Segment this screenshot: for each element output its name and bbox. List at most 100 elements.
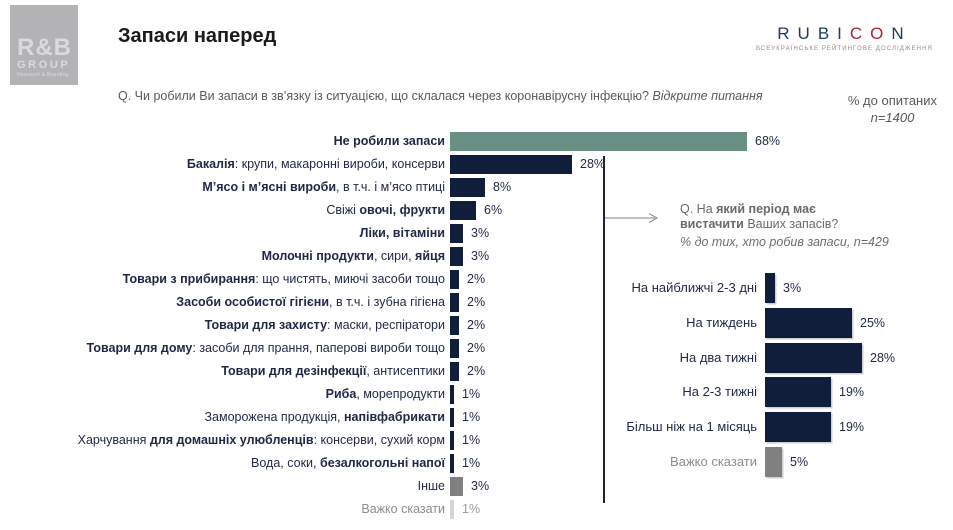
text-segment: , антисептики (366, 364, 445, 378)
text-segment: , в т.ч. і м’ясо птиці (336, 180, 445, 194)
bar-value: 25% (860, 316, 886, 330)
text-segment: Товари з прибирання (122, 272, 256, 286)
bar-label: На тиждень (600, 308, 757, 338)
bar (450, 270, 459, 289)
text-segment: Ваших запасів? (743, 217, 839, 231)
sub-sample-info: % до тих, хто робив запаси, n=429 (680, 235, 889, 249)
bar (450, 477, 463, 496)
text-segment: Свіжі (326, 203, 360, 217)
bar-label: Товари з прибирання: що чистять, миючі з… (45, 269, 445, 290)
rubicon-letter: I (837, 24, 850, 43)
text-segment: який період має (716, 202, 816, 216)
bar (450, 132, 747, 151)
bar (450, 408, 454, 427)
text-segment: Важко сказати (670, 454, 757, 469)
bar-value: 5% (790, 455, 809, 469)
text-segment: Ліки, вітаміни (359, 226, 445, 240)
bar-label: Заморожена продукція, напівфабрикати (45, 407, 445, 428)
text-segment: М’ясо і м’ясні вироби (202, 180, 337, 194)
bar-value: 2% (467, 341, 486, 355)
bar-label: Важко сказати (600, 447, 757, 477)
bar-row: На найближчі 2-3 дні 3% (600, 273, 953, 303)
sample-info: % до опитаних n=1400 (848, 92, 937, 126)
main-question-note: Відкрите питання (652, 89, 763, 103)
bar-value: 3% (471, 249, 490, 263)
bar-label: Товари для дому: засоби для прання, папе… (45, 338, 445, 359)
text-segment: На два тижні (679, 350, 757, 365)
arrow-icon (605, 213, 659, 223)
sample-info-base: % до опитаних (847, 93, 937, 108)
bar-value: 3% (783, 281, 802, 295)
bar-label: На два тижні (600, 343, 757, 373)
bar (450, 431, 454, 450)
bar-row: На тиждень 25% (600, 308, 953, 338)
bar-value: 19% (839, 420, 865, 434)
text-segment: : крупи, макаронні вироби, консерви (234, 157, 445, 171)
rb-group-logo: R&B GROUP Research & Branding (10, 5, 78, 85)
bar-row: Важко сказати 1% (45, 499, 905, 520)
bar-row: Ліки, вітаміни 3% (45, 223, 905, 244)
bar-value: 3% (471, 479, 490, 493)
bar-row: Товари для захисту: маски, респіратори 2% (45, 315, 905, 336)
text-segment: напівфабрикати (344, 410, 445, 424)
text-segment: На тиждень (686, 315, 757, 330)
bar-row: Не робили запаси 68% (45, 131, 905, 152)
sub-question-line1: Q. На який період має (680, 202, 838, 217)
bar-value: 68% (755, 134, 781, 148)
bar (765, 273, 775, 303)
bar-value: 1% (462, 456, 481, 470)
bar-label: Засоби особистої гігієни, в т.ч. і зубна… (45, 292, 445, 313)
bar (450, 362, 459, 381)
bar-row: Харчування для домашніх улюбленців: конс… (45, 430, 905, 451)
bar (765, 377, 831, 407)
bar-row: Важко сказати 5% (600, 447, 953, 477)
rubicon-letter: C (849, 24, 871, 43)
bar-value: 1% (462, 502, 481, 516)
bar-row: Товари для дому: засоби для прання, папе… (45, 338, 905, 359)
bar (765, 343, 862, 373)
bar-value: 19% (839, 385, 865, 399)
rubicon-letter: U (797, 24, 818, 43)
bar (450, 155, 572, 174)
bar-row: Риба, морепродукти 1% (45, 384, 905, 405)
bar-value: 28% (870, 351, 896, 365)
bar-row: Бакалія: крупи, макаронні вироби, консер… (45, 154, 905, 175)
bar-label: Молочні продукти, сири, яйця (45, 246, 445, 267)
divider-line (603, 156, 605, 503)
bar (450, 224, 463, 243)
text-segment: Засоби особистої гігієни (176, 295, 330, 309)
text-segment: На 2-3 тижні (682, 384, 757, 399)
bar (450, 247, 463, 266)
text-segment: Не робили запаси (333, 134, 445, 148)
bar-value: 1% (462, 387, 481, 401)
text-segment: Молочні продукти (261, 249, 374, 263)
bar-label: Інше (45, 476, 445, 497)
logo-group-text: GROUP (17, 59, 71, 71)
text-segment: Товари для дезінфекції (221, 364, 367, 378)
sub-question-line2: вистачити Ваших запасів? (680, 217, 838, 232)
bar (450, 500, 454, 519)
rubicon-letter: N (891, 24, 912, 43)
bar (450, 339, 459, 358)
text-segment: безалкогольні напої (319, 456, 445, 470)
rubicon-logo: RUBICON ВСЕУКРАЇНСЬКЕ РЕЙТИНГОВЕ ДОСЛІДЖ… (756, 24, 933, 52)
bar-row: Товари з прибирання: що чистять, миючі з… (45, 269, 905, 290)
page-title: Запаси наперед (118, 25, 277, 47)
sub-chart: На найближчі 2-3 дні 3% На тиждень 25% На дв… (600, 273, 953, 488)
text-segment: : що чистять, миючі засоби тощо (255, 272, 445, 286)
bar (450, 385, 454, 404)
logo-subtext: Research & Branding (17, 72, 69, 78)
text-segment: для домашніх улюбленців (149, 433, 314, 447)
bar-label: М’ясо і м’ясні вироби, в т.ч. і м’ясо пт… (45, 177, 445, 198)
bar-label: На найближчі 2-3 дні (600, 273, 758, 303)
bar-label: Товари для дезінфекції, антисептики (45, 361, 445, 382)
bar-label: Свіжі овочі, фрукти (45, 200, 445, 221)
bar-label: Харчування для домашніх улюбленців: конс… (45, 430, 445, 451)
bar (450, 454, 454, 473)
bar-row: Більш ніж на 1 місяць 19% (600, 412, 953, 442)
text-segment: Заморожена продукція, (204, 410, 344, 424)
sample-info-n: n=1400 (870, 110, 915, 125)
text-segment: Бакалія (186, 157, 235, 171)
text-segment: : засоби для прання, паперові вироби тощ… (192, 341, 445, 355)
bar-value: 2% (467, 272, 486, 286)
